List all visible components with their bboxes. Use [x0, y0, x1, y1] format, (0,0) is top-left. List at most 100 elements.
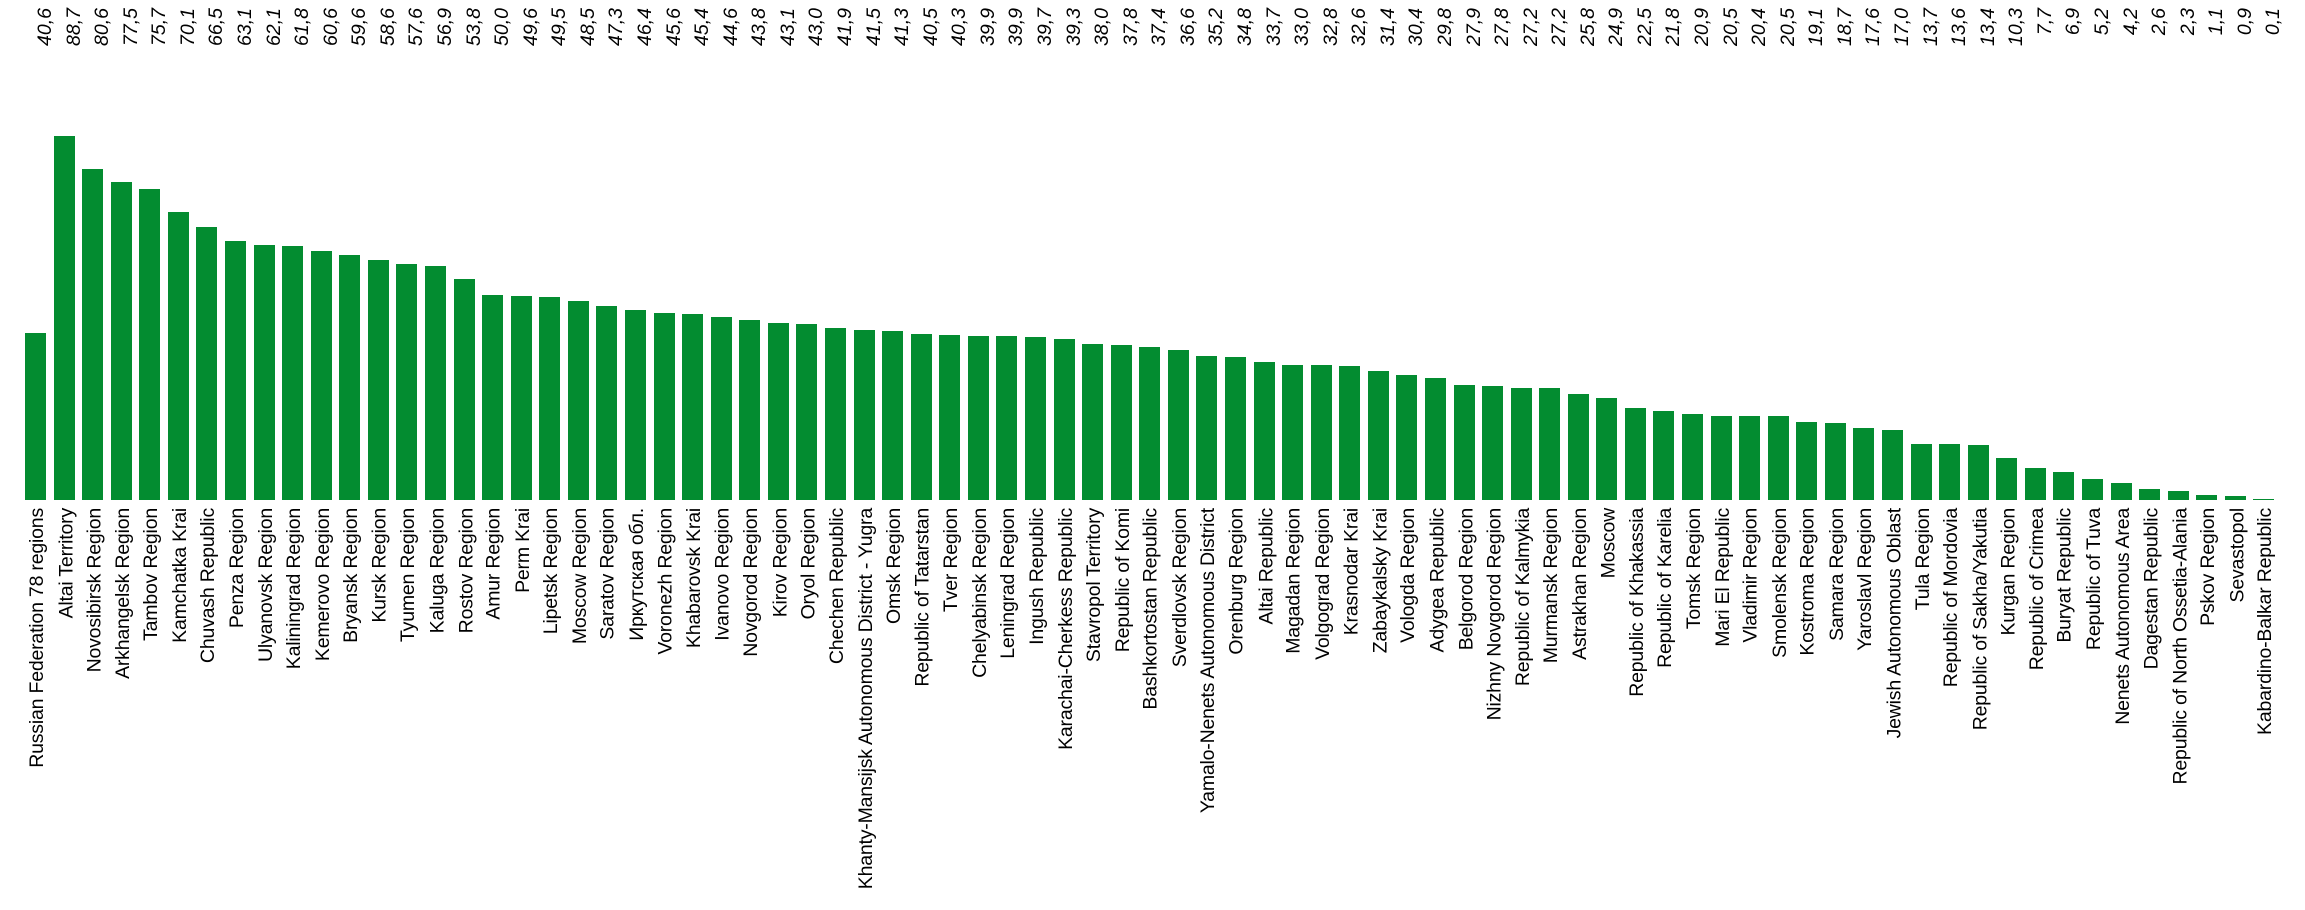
category-label: Republic of Crimea: [2026, 508, 2048, 671]
category-label: Nizhny Novgorod Region: [1483, 508, 1505, 721]
value-label: 17,6: [1862, 8, 1884, 46]
value-label: 44,6: [720, 8, 742, 46]
bar: [939, 335, 960, 500]
category-label: Krasnodar Krai: [1340, 508, 1362, 636]
category-label: Vladimir Region: [1740, 508, 1762, 643]
value-label: 29,8: [1434, 8, 1456, 46]
category-label: Amur Region: [483, 508, 505, 620]
category-label: Karachai-Cherkess Republic: [1055, 508, 1077, 750]
bar: [1596, 398, 1617, 500]
value-label: 70,1: [177, 8, 199, 46]
value-label: 5,2: [2091, 8, 2113, 36]
category-label: Voronezh Region: [655, 508, 677, 655]
category-label: Kursk Region: [369, 508, 391, 623]
category-label: Altai Republic: [1255, 508, 1277, 625]
bar: [1882, 430, 1903, 500]
bar: [654, 313, 675, 500]
value-label: 38,0: [1091, 8, 1113, 46]
category-label: Ulyanovsk Region: [255, 508, 277, 662]
bar: [54, 136, 75, 500]
category-label: Astrakhan Region: [1569, 508, 1591, 660]
category-label: Penza Region: [226, 508, 248, 629]
bar: [2082, 479, 2103, 500]
value-label: 20,5: [1720, 8, 1742, 46]
value-label: 80,6: [91, 8, 113, 46]
category-label: Tver Region: [940, 508, 962, 613]
value-label: 43,1: [777, 8, 799, 46]
value-label: 41,3: [891, 8, 913, 46]
value-label: 36,6: [1177, 8, 1199, 46]
bar: [768, 323, 789, 500]
category-label: Dagestan Republic: [2140, 508, 2162, 670]
value-label: 59,6: [348, 8, 370, 46]
value-label: 39,9: [1005, 8, 1027, 46]
value-label: 1,1: [2205, 8, 2227, 36]
value-label: 45,4: [691, 8, 713, 46]
bar: [282, 246, 303, 500]
value-label: 39,9: [977, 8, 999, 46]
value-label: 13,6: [1948, 8, 1970, 46]
bar: [311, 251, 332, 500]
category-label: Иркутская обл.: [626, 508, 648, 641]
category-label: Chelyabinsk Region: [969, 508, 991, 678]
value-label: 4,2: [2120, 8, 2142, 36]
bar: [1196, 356, 1217, 500]
bar: [911, 334, 932, 500]
bar: [568, 301, 589, 500]
value-label: 2,3: [2177, 8, 2199, 36]
value-label: 49,5: [548, 8, 570, 46]
bar: [2168, 491, 2189, 500]
category-label: Volgograd Region: [1312, 508, 1334, 660]
category-label: Lipetsk Region: [540, 508, 562, 635]
category-label: Magadan Region: [1283, 508, 1305, 654]
bar: [796, 324, 817, 500]
bar: [1054, 339, 1075, 500]
bar: [2196, 495, 2217, 500]
value-label: 10,3: [2005, 8, 2027, 46]
category-label: Republic of Khakassia: [1626, 508, 1648, 697]
bar: [1996, 458, 2017, 500]
value-label: 2,6: [2148, 8, 2170, 36]
value-label: 40,3: [948, 8, 970, 46]
category-label: Yamalo-Nenets Autonomous District: [1197, 508, 1219, 814]
value-label: 27,9: [1463, 8, 1485, 46]
value-label: 21,8: [1662, 8, 1684, 46]
category-label: Vologda Region: [1397, 508, 1419, 643]
category-label: Smolensk Region: [1769, 508, 1791, 658]
value-label: 39,3: [1063, 8, 1085, 46]
category-label: Orenburg Region: [1226, 508, 1248, 655]
category-label: Sverdlovsk Region: [1169, 508, 1191, 668]
value-label: 32,8: [1320, 8, 1342, 46]
bar: [1282, 365, 1303, 500]
category-label: Arkhangelsk Region: [112, 508, 134, 679]
value-label: 58,6: [377, 8, 399, 46]
bar: [1853, 428, 1874, 500]
category-label: Yaroslavl Region: [1854, 508, 1876, 651]
bar: [111, 182, 132, 500]
value-label: 37,4: [1148, 8, 1170, 46]
bar: [1911, 444, 1932, 500]
value-label: 40,6: [34, 8, 56, 46]
value-label: 13,7: [1920, 8, 1942, 46]
category-label: Kemerovo Region: [312, 508, 334, 662]
category-label: Zabaykalsky Krai: [1369, 508, 1391, 654]
category-label: Kabardino-Balkar Republic: [2254, 508, 2276, 735]
bar: [996, 336, 1017, 500]
bar: [1139, 347, 1160, 500]
bar: [196, 227, 217, 500]
category-label: Tambov Region: [140, 508, 162, 641]
category-label: Khabarovsk Krai: [683, 508, 705, 649]
value-label: 27,8: [1491, 8, 1513, 46]
category-label: Chuvash Republic: [197, 508, 219, 664]
bar: [368, 260, 389, 500]
category-label: Buryat Republic: [2054, 508, 2076, 643]
bar: [1225, 357, 1246, 500]
category-label: Kurgan Region: [1997, 508, 2019, 636]
category-label: Murmansk Region: [1540, 508, 1562, 664]
bar: [1568, 394, 1589, 500]
value-label: 40,5: [920, 8, 942, 46]
bar: [968, 336, 989, 500]
category-label: Kaluga Region: [426, 508, 448, 634]
category-label: Ivanovo Region: [712, 508, 734, 641]
bar: [2053, 472, 2074, 500]
